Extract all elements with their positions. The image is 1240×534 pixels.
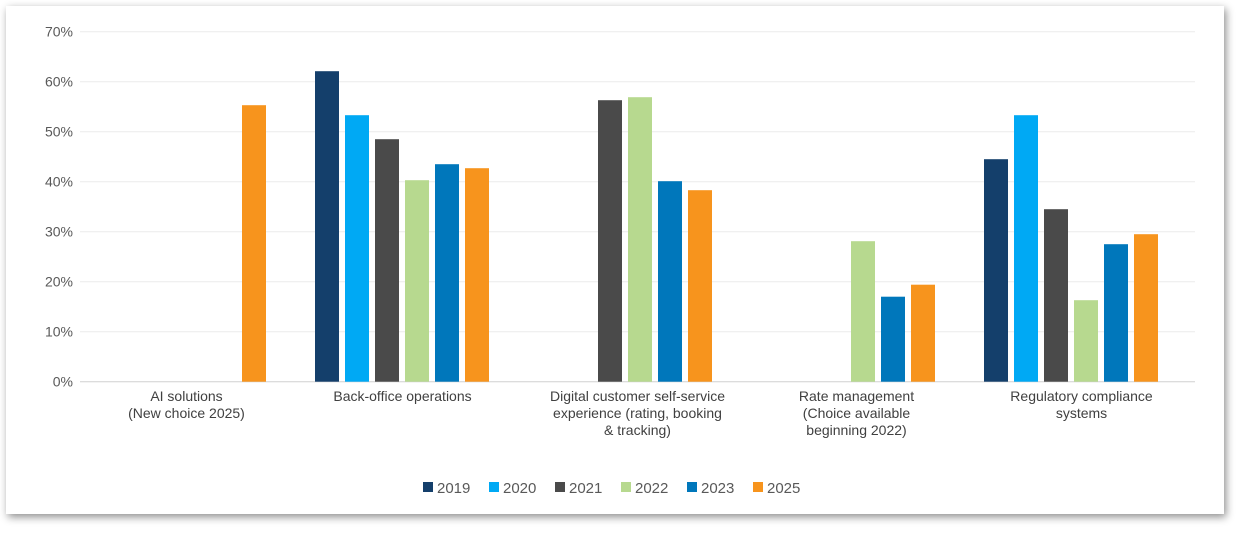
bar-2025	[242, 105, 266, 382]
bar-2022	[851, 241, 875, 382]
bar-2019	[984, 159, 1008, 382]
y-tick-label: 60%	[45, 74, 73, 90]
legend-label: 2023	[701, 480, 734, 497]
category-label: Digital customer self-service	[550, 388, 725, 404]
legend-swatch-2020	[489, 482, 499, 492]
bar-2025	[1134, 234, 1158, 382]
category-label: Back-office operations	[333, 388, 471, 404]
legend-label: 2021	[569, 480, 602, 497]
legend-swatch-2025	[753, 482, 763, 492]
category-label: AI solutions	[150, 388, 222, 404]
y-tick-label: 10%	[45, 324, 73, 340]
category-label: Regulatory compliance	[1010, 388, 1153, 404]
category-label: beginning 2022)	[806, 422, 906, 438]
bar-2022	[1074, 300, 1098, 382]
bar-2025	[911, 284, 935, 382]
y-tick-label: 30%	[45, 224, 73, 240]
bar-2025	[688, 190, 712, 382]
bar-2023	[1104, 244, 1128, 382]
bar-2022	[628, 97, 652, 382]
bar-2021	[598, 100, 622, 382]
bar-2021	[375, 139, 399, 382]
legend-label: 2025	[767, 480, 800, 497]
legend-swatch-2022	[621, 482, 631, 492]
bar-2019	[315, 71, 339, 382]
y-tick-label: 0%	[53, 374, 73, 390]
y-tick-label: 20%	[45, 274, 73, 290]
legend-label: 2022	[635, 480, 668, 497]
bar-2021	[1044, 209, 1068, 382]
legend-swatch-2023	[687, 482, 697, 492]
legend-label: 2019	[437, 480, 470, 497]
y-tick-label: 50%	[45, 124, 73, 140]
bar-2022	[405, 180, 429, 382]
category-label: (Choice available	[803, 405, 911, 421]
y-tick-label: 70%	[45, 24, 73, 40]
bar-2023	[435, 164, 459, 382]
legend-label: 2020	[503, 480, 536, 497]
category-label: & tracking)	[604, 422, 671, 438]
category-label: experience (rating, booking	[553, 405, 722, 421]
category-label: (New choice 2025)	[128, 405, 245, 421]
category-label: Rate management	[799, 388, 914, 404]
bar-2020	[1014, 115, 1038, 382]
category-label: systems	[1056, 405, 1107, 421]
bar-2023	[881, 296, 905, 382]
y-tick-label: 40%	[45, 174, 73, 190]
bar-2023	[658, 181, 682, 382]
bar-2020	[345, 115, 369, 382]
legend-swatch-2021	[555, 482, 565, 492]
bar-2025	[465, 168, 489, 382]
legend-swatch-2019	[423, 482, 433, 492]
